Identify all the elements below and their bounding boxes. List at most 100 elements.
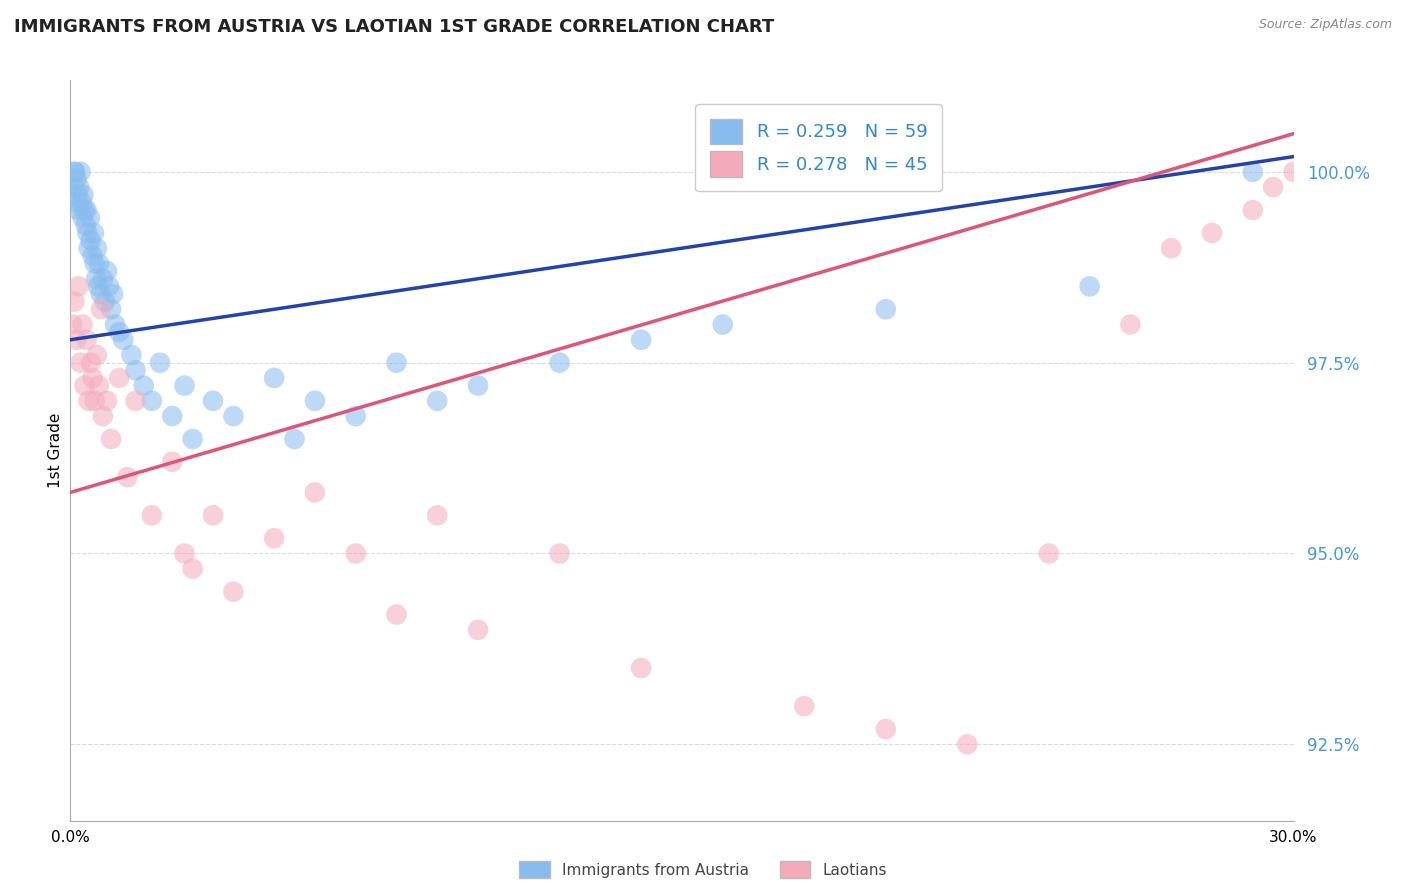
Point xyxy=(73,202,96,217)
Point xyxy=(82,371,104,385)
Point xyxy=(77,393,100,408)
Point xyxy=(1038,547,1060,561)
Point xyxy=(96,264,118,278)
Point xyxy=(141,508,163,523)
Point xyxy=(344,409,367,423)
Point xyxy=(84,271,107,285)
Point xyxy=(202,508,225,523)
Point xyxy=(100,432,122,446)
Point xyxy=(202,393,225,408)
Point xyxy=(1078,279,1101,293)
Point xyxy=(711,318,734,332)
Point xyxy=(67,180,90,194)
Point xyxy=(69,356,91,370)
Point xyxy=(222,409,245,423)
Point xyxy=(181,562,204,576)
Point xyxy=(121,348,143,362)
Point xyxy=(149,356,172,370)
Point xyxy=(284,432,307,446)
Point xyxy=(82,249,104,263)
Point xyxy=(162,455,183,469)
Point xyxy=(86,348,108,362)
Point xyxy=(426,393,449,408)
Point xyxy=(96,393,118,408)
Point xyxy=(1241,165,1264,179)
Point xyxy=(467,623,489,637)
Point xyxy=(548,356,571,370)
Point xyxy=(63,294,86,309)
Point xyxy=(91,409,114,423)
Point xyxy=(162,409,183,423)
Point xyxy=(101,287,124,301)
Point xyxy=(426,508,449,523)
Point xyxy=(344,547,367,561)
Point xyxy=(90,302,112,317)
Legend: Immigrants from Austria, Laotians: Immigrants from Austria, Laotians xyxy=(513,855,893,884)
Point xyxy=(108,371,131,385)
Point xyxy=(65,172,87,186)
Point xyxy=(79,234,103,248)
Point xyxy=(63,165,86,179)
Point xyxy=(117,470,139,484)
Point xyxy=(222,584,245,599)
Point xyxy=(76,202,98,217)
Text: IMMIGRANTS FROM AUSTRIA VS LAOTIAN 1ST GRADE CORRELATION CHART: IMMIGRANTS FROM AUSTRIA VS LAOTIAN 1ST G… xyxy=(14,18,775,36)
Point xyxy=(124,393,146,408)
Point xyxy=(62,180,84,194)
Point xyxy=(124,363,146,377)
Point xyxy=(173,547,195,561)
Point xyxy=(263,371,285,385)
Point xyxy=(263,531,285,545)
Point xyxy=(108,325,131,339)
Point xyxy=(1263,180,1285,194)
Point xyxy=(94,294,117,309)
Point xyxy=(67,202,90,217)
Point xyxy=(67,279,90,293)
Point xyxy=(630,333,652,347)
Point xyxy=(173,378,195,392)
Point xyxy=(76,333,98,347)
Point xyxy=(87,279,110,293)
Legend: R = 0.259   N = 59, R = 0.278   N = 45: R = 0.259 N = 59, R = 0.278 N = 45 xyxy=(696,104,942,191)
Point xyxy=(72,187,94,202)
Point xyxy=(77,241,100,255)
Point xyxy=(72,318,94,332)
Point xyxy=(467,378,489,392)
Point xyxy=(104,318,127,332)
Point xyxy=(1119,318,1142,332)
Point xyxy=(1160,241,1182,255)
Point xyxy=(181,432,204,446)
Point xyxy=(304,485,326,500)
Point xyxy=(548,547,571,561)
Point xyxy=(72,211,94,225)
Point xyxy=(60,318,83,332)
Point xyxy=(90,287,112,301)
Point xyxy=(70,195,93,210)
Point xyxy=(385,356,408,370)
Y-axis label: 1st Grade: 1st Grade xyxy=(48,413,63,488)
Point xyxy=(83,226,105,240)
Point xyxy=(98,279,121,293)
Point xyxy=(73,378,96,392)
Point xyxy=(1241,202,1264,217)
Point xyxy=(60,195,83,210)
Point xyxy=(875,722,897,736)
Point xyxy=(63,165,86,179)
Point xyxy=(87,256,110,270)
Point xyxy=(1282,165,1305,179)
Point xyxy=(66,187,89,202)
Point xyxy=(956,737,979,751)
Point xyxy=(79,356,103,370)
Point xyxy=(69,165,91,179)
Point xyxy=(83,256,105,270)
Point xyxy=(793,699,815,714)
Point xyxy=(75,219,97,233)
Point xyxy=(630,661,652,675)
Point xyxy=(76,226,98,240)
Point xyxy=(86,241,108,255)
Point xyxy=(65,333,87,347)
Point xyxy=(91,271,114,285)
Point xyxy=(112,333,135,347)
Point xyxy=(83,393,105,408)
Point xyxy=(79,211,101,225)
